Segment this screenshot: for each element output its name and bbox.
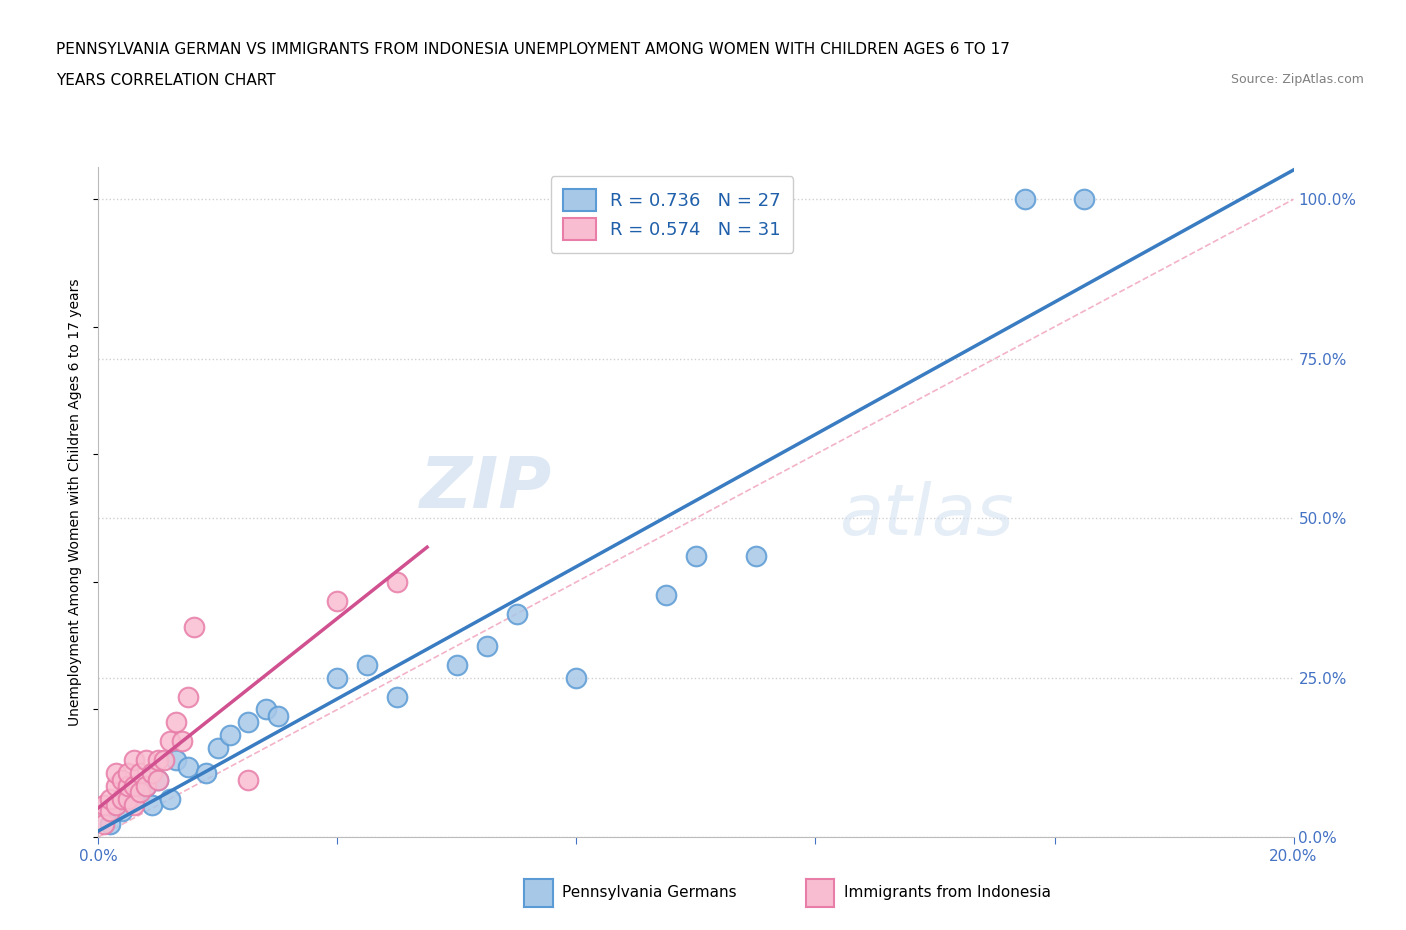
Point: [148, 772, 170, 787]
Point: [148, 753, 170, 768]
Text: Pennsylvania Germans: Pennsylvania Germans: [562, 885, 737, 900]
Point: [100, 817, 122, 831]
Y-axis label: Unemployment Among Women with Children Ages 6 to 17 years: Unemployment Among Women with Children A…: [69, 278, 83, 726]
Text: Immigrants from Indonesia: Immigrants from Indonesia: [844, 885, 1050, 900]
Point: [100, 791, 122, 806]
Point: [105, 778, 128, 793]
Text: PENNSYLVANIA GERMAN VS IMMIGRANTS FROM INDONESIA UNEMPLOYMENT AMONG WOMEN WITH C: PENNSYLVANIA GERMAN VS IMMIGRANTS FROM I…: [56, 42, 1010, 57]
Point: [267, 709, 290, 724]
Point: [129, 785, 152, 800]
Point: [124, 753, 146, 768]
Point: [475, 638, 498, 653]
Point: [141, 765, 163, 780]
Point: [565, 671, 588, 685]
Point: [195, 765, 218, 780]
Point: [135, 753, 157, 768]
Text: ZIP: ZIP: [420, 455, 553, 524]
Point: [93, 817, 115, 831]
Point: [111, 791, 134, 806]
Text: atlas: atlas: [839, 481, 1014, 550]
Point: [117, 791, 139, 806]
Point: [93, 798, 115, 813]
Point: [207, 740, 229, 755]
Point: [1073, 192, 1095, 206]
Point: [177, 760, 200, 775]
Point: [254, 702, 277, 717]
Point: [655, 587, 678, 602]
Point: [685, 549, 707, 564]
Point: [172, 734, 194, 749]
Point: [177, 689, 200, 704]
Point: [117, 765, 139, 780]
Point: [129, 765, 152, 780]
Point: [506, 606, 529, 621]
Point: [105, 798, 128, 813]
Legend: R = 0.736   N = 27, R = 0.574   N = 31: R = 0.736 N = 27, R = 0.574 N = 31: [551, 177, 793, 253]
Point: [135, 778, 157, 793]
Point: [159, 791, 181, 806]
Point: [135, 778, 157, 793]
Point: [446, 658, 468, 672]
Point: [385, 689, 409, 704]
Point: [236, 772, 259, 787]
Point: [326, 593, 349, 608]
Point: [326, 671, 349, 685]
Point: [124, 778, 146, 793]
Point: [159, 734, 181, 749]
Text: YEARS CORRELATION CHART: YEARS CORRELATION CHART: [56, 73, 276, 87]
Point: [124, 791, 146, 806]
Point: [183, 619, 205, 634]
Point: [117, 778, 139, 793]
Point: [165, 753, 187, 768]
Point: [100, 804, 122, 819]
Point: [148, 772, 170, 787]
Point: [111, 772, 134, 787]
Point: [153, 753, 176, 768]
Point: [111, 804, 134, 819]
Point: [124, 798, 146, 813]
Point: [1014, 192, 1036, 206]
Point: [356, 658, 378, 672]
Point: [236, 715, 259, 730]
Point: [385, 575, 409, 590]
Point: [745, 549, 768, 564]
Point: [141, 798, 163, 813]
Text: Source: ZipAtlas.com: Source: ZipAtlas.com: [1230, 73, 1364, 86]
Point: [165, 715, 187, 730]
Point: [105, 765, 128, 780]
Point: [219, 727, 242, 742]
